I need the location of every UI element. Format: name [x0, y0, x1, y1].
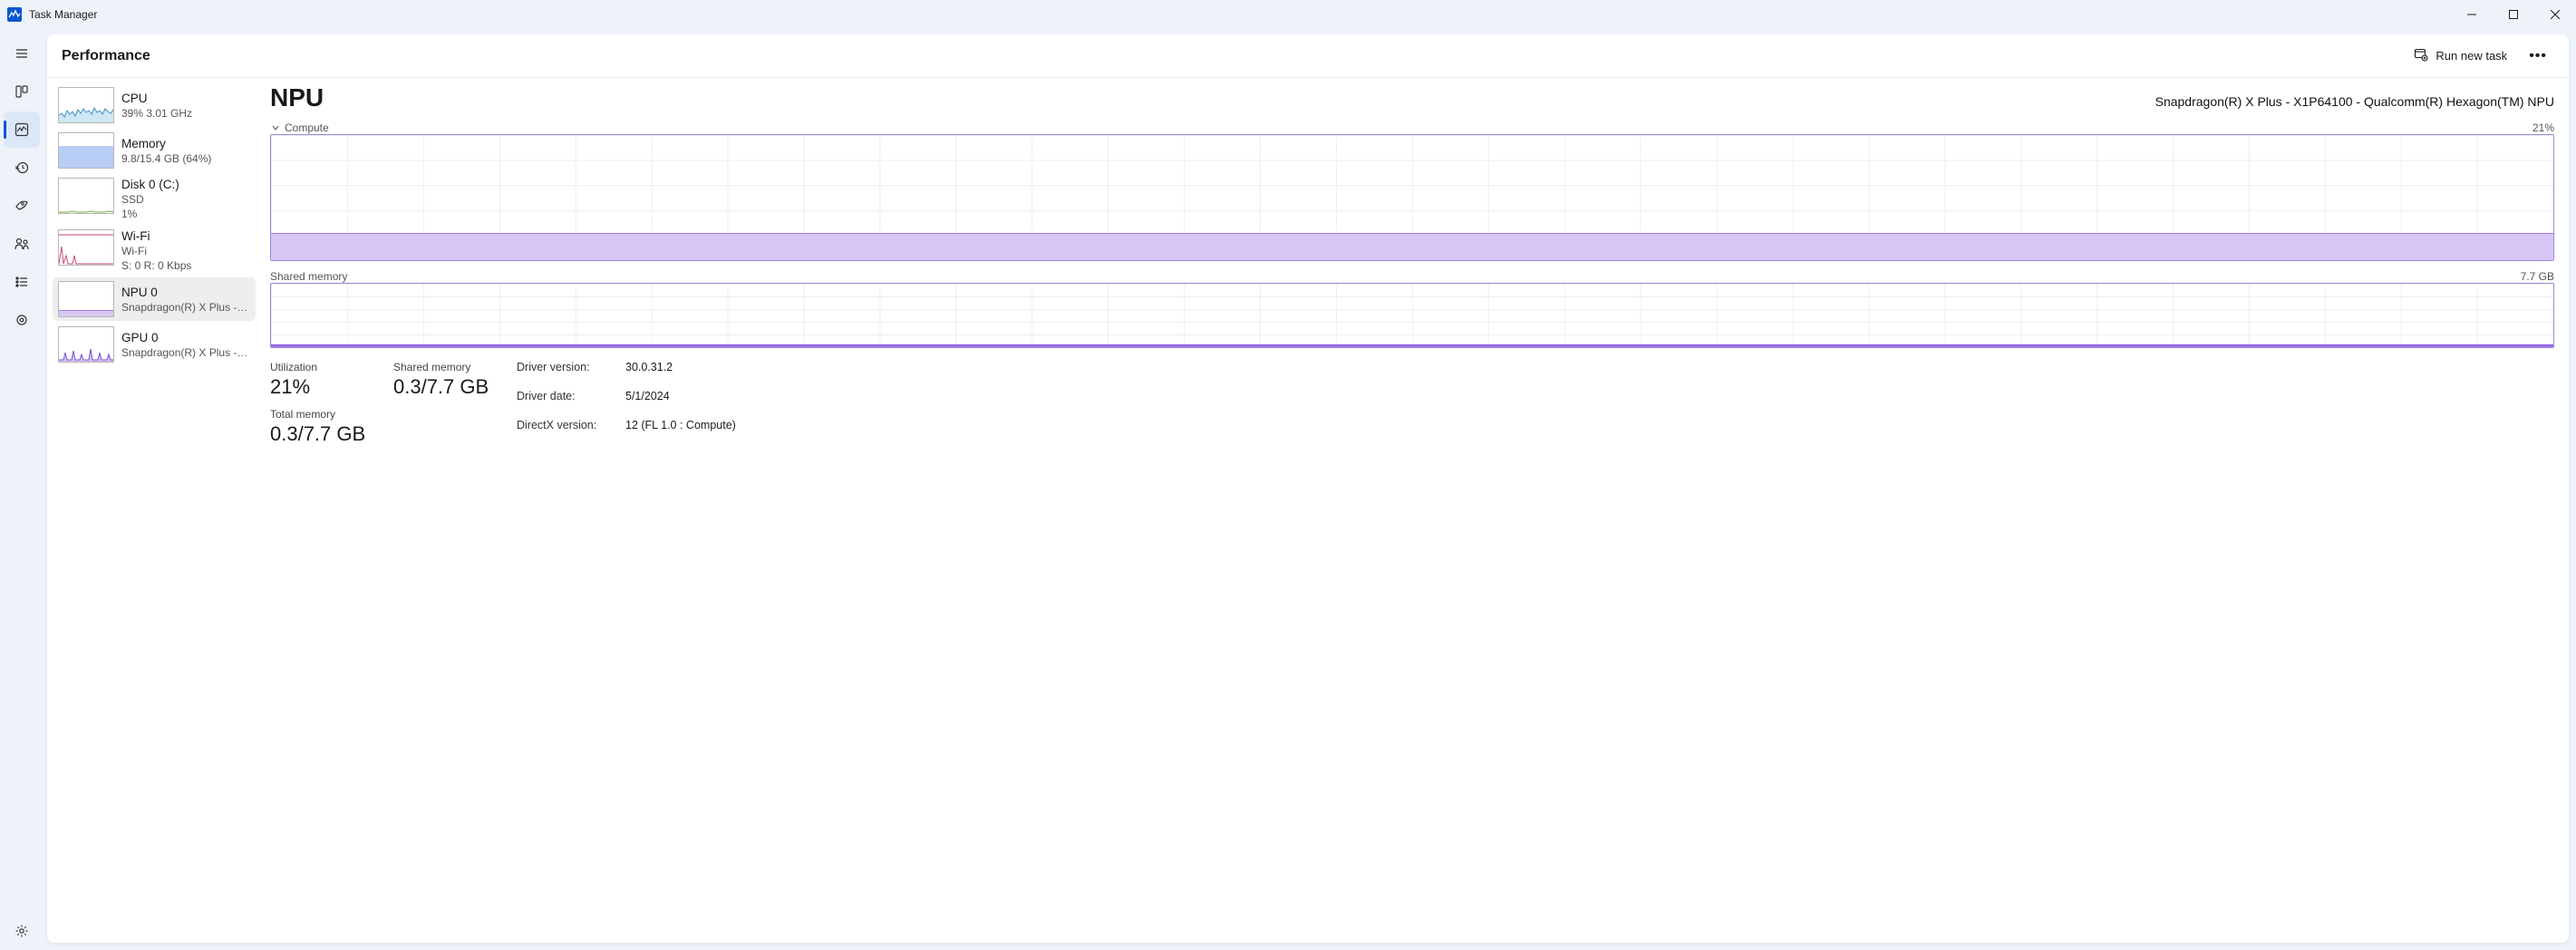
- perf-item-sub2: S: 0 R: 0 Kbps: [121, 259, 191, 272]
- window-controls: [2451, 0, 2576, 29]
- app-icon: [7, 7, 22, 22]
- chart-label-compute: Compute: [285, 121, 329, 134]
- perf-item-sub: 39% 3.01 GHz: [121, 107, 192, 120]
- rail-users[interactable]: [4, 226, 40, 262]
- thumb-gpu0: [58, 326, 114, 363]
- perf-item-gpu0[interactable]: GPU 0 Snapdragon(R) X Plus - 8%: [53, 323, 256, 366]
- thumb-npu0: [58, 281, 114, 317]
- chart-shared-memory[interactable]: [270, 283, 2554, 348]
- rail-menu[interactable]: [4, 35, 40, 72]
- kv-key: DirectX version:: [517, 419, 616, 446]
- kv-value: 30.0.31.2: [625, 361, 2554, 388]
- perf-item-sub: SSD: [121, 193, 179, 206]
- perf-item-sub2: 1%: [121, 208, 179, 220]
- thumb-memory: [58, 132, 114, 169]
- run-task-label: Run new task: [2436, 49, 2507, 63]
- chart-right-compute: 21%: [2532, 121, 2554, 134]
- thumb-cpu: [58, 87, 114, 123]
- rail-services[interactable]: [4, 302, 40, 338]
- kv-value: 5/1/2024: [625, 390, 2554, 417]
- stat-label-utilization: Utilization: [270, 361, 379, 373]
- perf-item-wifi[interactable]: Wi-Fi Wi-Fi S: 0 R: 0 Kbps: [53, 226, 256, 276]
- perf-item-name: Memory: [121, 137, 211, 150]
- content-panel: Performance Run new task •••: [47, 34, 2569, 943]
- run-new-task-button[interactable]: Run new task: [2407, 44, 2514, 68]
- perf-item-sub: Snapdragon(R) X Plus - 21%: [121, 301, 250, 314]
- perf-item-name: GPU 0: [121, 331, 250, 344]
- device-name: Snapdragon(R) X Plus - X1P64100 - Qualco…: [2155, 94, 2554, 109]
- rail-performance[interactable]: [4, 111, 40, 148]
- stat-label-shared-memory: Shared memory: [393, 361, 502, 373]
- detail-title: NPU: [270, 83, 324, 112]
- maximize-button[interactable]: [2493, 0, 2534, 29]
- chart-right-shared: 7.7 GB: [2521, 270, 2554, 283]
- stat-value-utilization: 21%: [270, 375, 379, 399]
- kv-key: Driver version:: [517, 361, 616, 388]
- rail-startup[interactable]: [4, 188, 40, 224]
- perf-item-sub: Wi-Fi: [121, 245, 191, 257]
- detail-pane: NPU Snapdragon(R) X Plus - X1P64100 - Qu…: [261, 78, 2569, 943]
- stat-label-total-memory: Total memory: [270, 408, 379, 421]
- chevron-down-icon[interactable]: [270, 122, 281, 133]
- perf-item-disk0[interactable]: Disk 0 (C:) SSD 1%: [53, 174, 256, 224]
- rail-processes[interactable]: [4, 73, 40, 110]
- perf-item-name: CPU: [121, 92, 192, 105]
- performance-list: CPU 39% 3.01 GHz Memory 9.8/15.4 GB (64%…: [47, 78, 261, 943]
- perf-item-sub: 9.8/15.4 GB (64%): [121, 152, 211, 165]
- perf-item-name: Wi-Fi: [121, 229, 191, 243]
- perf-item-memory[interactable]: Memory 9.8/15.4 GB (64%): [53, 129, 256, 172]
- chart-compute[interactable]: [270, 134, 2554, 261]
- run-task-icon: [2414, 47, 2428, 64]
- kv-key: Driver date:: [517, 390, 616, 417]
- stat-value-shared-memory: 0.3/7.7 GB: [393, 375, 502, 399]
- window-title: Task Manager: [29, 8, 97, 21]
- chart-label-shared: Shared memory: [270, 270, 347, 283]
- kv-table: Driver version: 30.0.31.2 Driver date: 5…: [517, 361, 2554, 446]
- thumb-disk0: [58, 178, 114, 214]
- perf-item-name: Disk 0 (C:): [121, 178, 179, 191]
- nav-rail: [0, 29, 44, 950]
- rail-details[interactable]: [4, 264, 40, 300]
- rail-history[interactable]: [4, 150, 40, 186]
- stat-value-total-memory: 0.3/7.7 GB: [270, 422, 379, 446]
- page-title: Performance: [62, 48, 150, 64]
- minimize-button[interactable]: [2451, 0, 2493, 29]
- kv-value: 12 (FL 1.0 : Compute): [625, 419, 2554, 446]
- close-button[interactable]: [2534, 0, 2576, 29]
- titlebar: Task Manager: [0, 0, 2576, 29]
- thumb-wifi: [58, 229, 114, 266]
- rail-settings[interactable]: [4, 913, 40, 949]
- perf-item-name: NPU 0: [121, 286, 250, 299]
- perf-item-sub: Snapdragon(R) X Plus - 8%: [121, 346, 250, 359]
- perf-item-npu0[interactable]: NPU 0 Snapdragon(R) X Plus - 21%: [53, 277, 256, 321]
- perf-item-cpu[interactable]: CPU 39% 3.01 GHz: [53, 83, 256, 127]
- more-button[interactable]: •••: [2522, 44, 2554, 68]
